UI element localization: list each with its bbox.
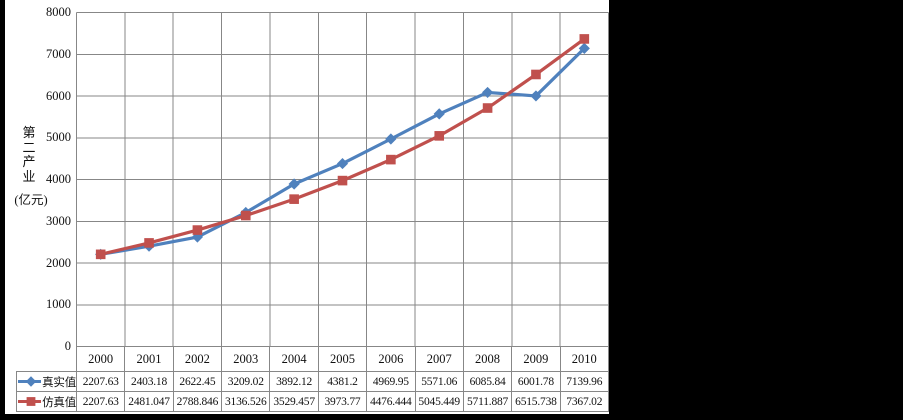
square-marker-icon bbox=[579, 34, 590, 44]
year-cell: 2002 bbox=[172, 346, 223, 372]
y-tick-label: 8000 bbox=[46, 5, 71, 19]
year-cell: 2009 bbox=[511, 346, 561, 372]
value-cell: 3136.526 bbox=[221, 391, 271, 412]
square-marker-icon bbox=[386, 154, 396, 165]
value-cell: 3209.02 bbox=[221, 371, 271, 392]
y-tick-label: 5000 bbox=[46, 130, 71, 145]
value-cell: 6515.738 bbox=[511, 391, 561, 412]
square-marker-icon bbox=[26, 397, 36, 406]
value-cell: 3529.457 bbox=[269, 391, 319, 412]
series-1 bbox=[95, 34, 590, 260]
value-cell: 4969.95 bbox=[366, 371, 416, 392]
square-marker-icon bbox=[337, 175, 348, 186]
value-cell: 6085.84 bbox=[462, 371, 513, 392]
y-tick-label: 0 bbox=[64, 339, 71, 353]
diamond-marker-icon bbox=[530, 90, 542, 102]
table-row: 仿真值 2207.63 2481.047 2788.846 3136.526 3529.4… bbox=[16, 391, 610, 412]
square-marker-icon bbox=[144, 238, 154, 248]
value-cell: 5571.06 bbox=[414, 371, 464, 392]
value-cell: 7139.96 bbox=[559, 371, 610, 392]
y-tick-label: 1000 bbox=[46, 297, 71, 312]
value-cell: 2481.047 bbox=[124, 391, 174, 412]
y-axis-title: 第二产业 bbox=[22, 125, 36, 184]
chart-area: 第二产业 (亿元) 8000 7000 6000 5000 4000 3000 2000 10… bbox=[5, 0, 610, 414]
y-tick-label: 2000 bbox=[46, 255, 71, 270]
year-cell: 2003 bbox=[221, 346, 271, 372]
year-cell: 2005 bbox=[317, 346, 368, 372]
diamond-marker-icon bbox=[385, 133, 397, 145]
value-cell: 5045.449 bbox=[414, 391, 464, 412]
diamond-marker-icon bbox=[578, 42, 590, 55]
square-marker-icon bbox=[482, 103, 493, 113]
y-tick-label: 7000 bbox=[46, 46, 71, 61]
y-tick-label: 3000 bbox=[46, 213, 71, 228]
square-marker-icon bbox=[434, 131, 445, 141]
year-cell: 2006 bbox=[366, 346, 416, 372]
year-cell: 2004 bbox=[269, 346, 319, 372]
diamond-legend-key-icon bbox=[18, 376, 42, 387]
value-cell: 2788.846 bbox=[172, 391, 223, 412]
y-tick-label: 4000 bbox=[46, 172, 71, 186]
value-cell: 7367.02 bbox=[559, 391, 610, 412]
plot-grid-and-series bbox=[76, 12, 609, 347]
series-0 bbox=[95, 42, 590, 260]
square-marker-icon bbox=[95, 249, 106, 260]
value-cell: 4381.2 bbox=[317, 371, 368, 392]
legend-cell-series-1: 仿真值 bbox=[16, 391, 77, 412]
year-cell: 2008 bbox=[462, 346, 513, 372]
value-cell: 5711.887 bbox=[462, 391, 513, 412]
value-cell: 2403.18 bbox=[124, 371, 174, 392]
value-cell: 3973.77 bbox=[317, 391, 368, 412]
square-marker-icon bbox=[531, 69, 541, 80]
data-table: 2000 2001 2002 2003 2004 2005 2006 2007 2008 2009… bbox=[16, 346, 610, 412]
year-cell: 2001 bbox=[124, 346, 174, 372]
table-corner-blank bbox=[17, 347, 77, 372]
value-cell: 4476.444 bbox=[366, 391, 416, 412]
value-cell: 6001.78 bbox=[511, 371, 561, 392]
diamond-marker-icon bbox=[25, 376, 37, 387]
diamond-marker-icon bbox=[433, 108, 445, 120]
table-row: 真实值 2207.63 2403.18 2622.45 3209.02 3892.12 43… bbox=[16, 371, 610, 392]
year-cell: 2010 bbox=[559, 346, 610, 372]
value-cell: 2207.63 bbox=[75, 391, 126, 412]
square-marker-icon bbox=[289, 194, 299, 204]
table-row: 2000 2001 2002 2003 2004 2005 2006 2007 2008 2009… bbox=[17, 346, 610, 372]
y-axis-unit: (亿元) bbox=[14, 193, 48, 207]
diamond-marker-icon bbox=[288, 178, 300, 190]
diamond-marker-icon bbox=[481, 86, 494, 99]
square-marker-icon bbox=[240, 210, 251, 221]
year-cell: 2000 bbox=[75, 346, 126, 372]
square-legend-key-icon bbox=[18, 397, 42, 406]
value-cell: 3892.12 bbox=[269, 371, 319, 392]
square-marker-icon bbox=[192, 225, 203, 235]
series-label: 仿真值 bbox=[42, 396, 76, 409]
y-tick-label: 6000 bbox=[46, 88, 71, 103]
legend-cell-series-0: 真实值 bbox=[16, 371, 77, 392]
diamond-marker-icon bbox=[336, 157, 349, 170]
value-cell: 2622.45 bbox=[172, 371, 223, 392]
series-label: 真实值 bbox=[42, 376, 76, 389]
year-cell: 2007 bbox=[414, 346, 464, 372]
value-cell: 2207.63 bbox=[75, 371, 126, 392]
